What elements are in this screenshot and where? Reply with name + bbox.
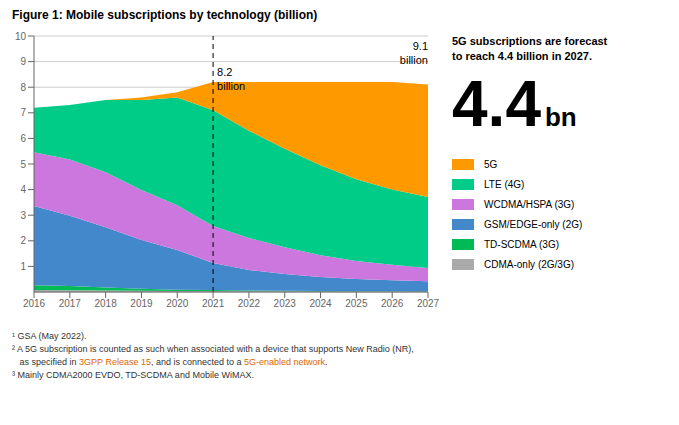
html-text:Figure 1: Mobile subscriptions: Figure 1: Mobile subscriptions by techno… (12, 8, 318, 22)
html-text:GSM/EDGE-only (2G): GSM/EDGE-only (2G) (484, 218, 583, 230)
html-text:WCDMA/HSPA (3G): WCDMA/HSPA (3G) (484, 198, 575, 210)
svg-text:8: 8 (20, 82, 26, 93)
html-text:5G subscriptions are forecast: 5G subscriptions are forecast (452, 35, 608, 47)
svg-text:2027: 2027 (417, 298, 440, 309)
svg-text:2024: 2024 (309, 298, 332, 309)
svg-text:2025: 2025 (345, 298, 368, 309)
html-text:CDMA-only (2G/3G): CDMA-only (2G/3G) (484, 258, 574, 270)
html-text:5G: 5G (484, 158, 498, 170)
svg-text:9: 9 (20, 56, 26, 67)
svg-text:2026: 2026 (381, 298, 404, 309)
svg-text:9.1: 9.1 (413, 40, 428, 52)
svg-text:3: 3 (20, 210, 26, 221)
svg-text:8.2: 8.2 (217, 66, 232, 78)
html-text:as specified in 3GPP Release 1: as specified in 3GPP Release 15, and is … (12, 357, 328, 367)
svg-text:2022: 2022 (238, 298, 261, 309)
svg-text:2017: 2017 (59, 298, 82, 309)
svg-text:2016: 2016 (23, 298, 46, 309)
html-text:4.4: 4.4 (452, 68, 541, 140)
svg-text:2018: 2018 (95, 298, 118, 309)
svg-text:6: 6 (20, 133, 26, 144)
svg-text:2023: 2023 (274, 298, 297, 309)
html-text:² A 5G subscription is counted: ² A 5G subscription is counted as such w… (12, 344, 414, 354)
svg-text:billion: billion (400, 54, 428, 66)
svg-text:2019: 2019 (130, 298, 153, 309)
html-text:³ Mainly CDMA2000 EVDO, TD-SCD: ³ Mainly CDMA2000 EVDO, TD-SCDMA and Mob… (12, 370, 254, 380)
svg-text:2: 2 (20, 235, 26, 246)
html-text:bn: bn (545, 102, 577, 132)
html-text:TD-SCDMA (3G): TD-SCDMA (3G) (484, 238, 559, 250)
svg-text:billion: billion (217, 80, 245, 92)
svg-text:2021: 2021 (202, 298, 225, 309)
html-text:¹ GSA (May 2022).: ¹ GSA (May 2022). (12, 331, 87, 341)
svg-text:2020: 2020 (166, 298, 189, 309)
svg-text:10: 10 (15, 31, 27, 42)
svg-text:1: 1 (20, 261, 26, 272)
svg-text:5: 5 (20, 159, 26, 170)
html-text:LTE (4G): LTE (4G) (484, 178, 525, 190)
svg-text:4: 4 (20, 184, 26, 195)
html-text:to reach 4.4 billion in 2027.: to reach 4.4 billion in 2027. (452, 50, 592, 62)
svg-text:7: 7 (20, 107, 26, 118)
